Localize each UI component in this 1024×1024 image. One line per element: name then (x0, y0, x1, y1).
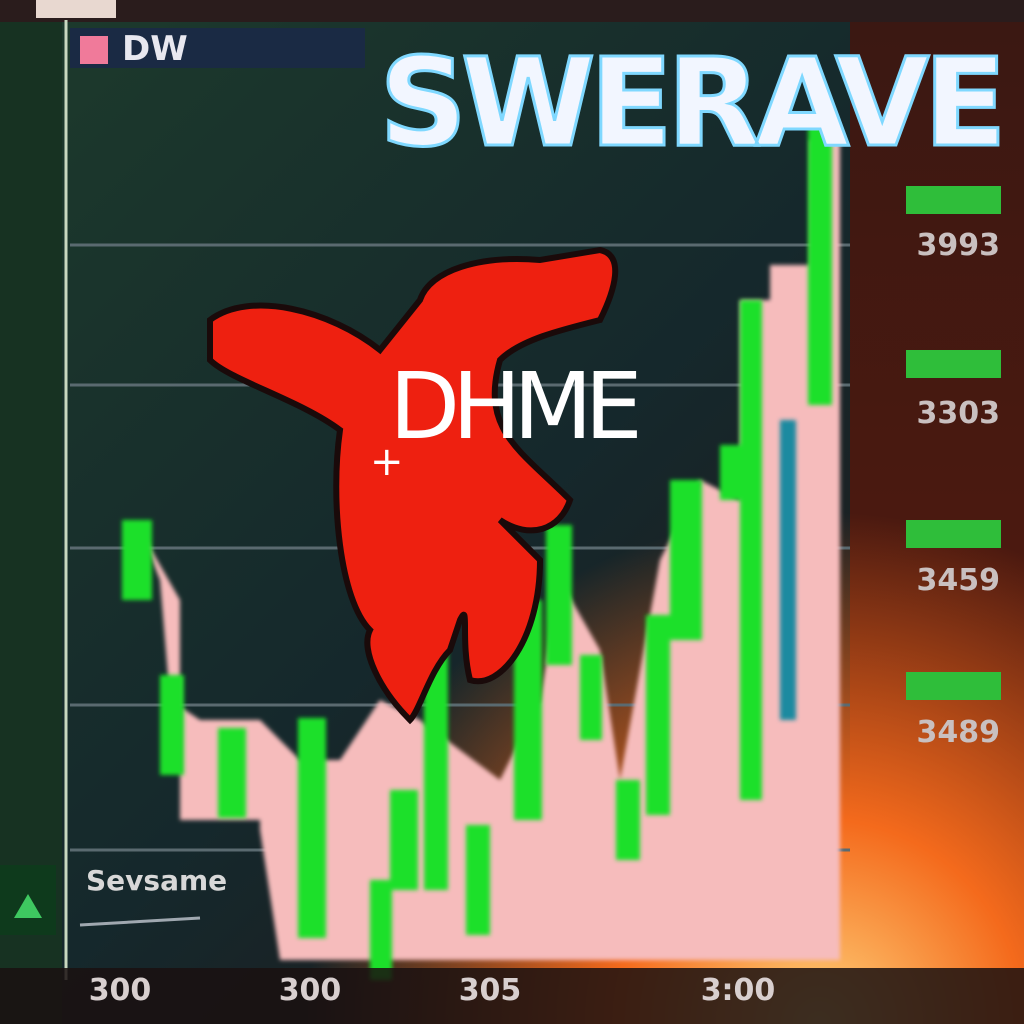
time-label: 305 (459, 973, 522, 1008)
price-label: 3489 (917, 715, 1001, 750)
candle (298, 718, 326, 938)
tag-icon (80, 36, 108, 64)
tag-box (70, 28, 365, 68)
footer-line (79, 916, 201, 927)
title: SWERAVE (379, 32, 1001, 174)
cross: + (370, 439, 404, 485)
bottom-bar (0, 968, 1024, 1024)
price-tag (906, 520, 1001, 548)
candle (670, 480, 702, 640)
candle (780, 420, 796, 720)
price-label: 3993 (917, 228, 1001, 263)
price-tags (906, 186, 1001, 700)
up-icon (14, 894, 42, 918)
time-label: 300 (279, 973, 342, 1008)
candle (122, 520, 152, 600)
candle (616, 780, 640, 860)
candle (740, 300, 762, 800)
candle (390, 790, 418, 890)
price-tag (906, 350, 1001, 378)
candle (808, 120, 832, 405)
footer-label: Sevsame (86, 864, 227, 897)
price-label: 3303 (917, 396, 1001, 431)
price-label: 3459 (917, 563, 1001, 598)
candle (218, 728, 246, 818)
time-label: 3:00 (701, 973, 776, 1008)
creature-body (207, 246, 619, 725)
candle (370, 880, 392, 980)
candle (160, 675, 184, 775)
tag: DW (122, 29, 188, 69)
candle (646, 615, 670, 815)
creature (207, 246, 619, 725)
candles (122, 120, 832, 980)
time-label: 300 (89, 973, 152, 1008)
price-tag (906, 672, 1001, 700)
center-text: DHME (389, 353, 637, 460)
candle (466, 825, 490, 935)
price-tag (906, 186, 1001, 214)
top-icon (36, 0, 116, 18)
candle (580, 655, 602, 740)
top-bar (0, 0, 1024, 22)
candle (546, 525, 572, 665)
